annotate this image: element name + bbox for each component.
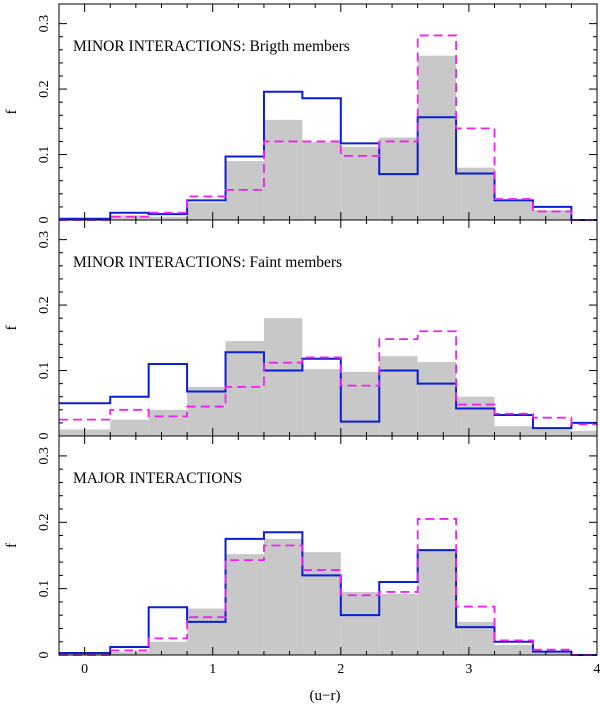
gray-bar — [148, 216, 188, 220]
panel-title: MAJOR INTERACTIONS — [73, 470, 242, 487]
x-tick-label: 2 — [337, 662, 344, 677]
gray-bar — [532, 651, 572, 655]
gray-bar — [263, 119, 303, 220]
x-tick-label: 3 — [465, 662, 472, 677]
gray-bar — [302, 142, 341, 220]
gray-bar — [302, 552, 341, 655]
x-axis-label: (u−r) — [310, 688, 341, 704]
gray-bar — [263, 538, 303, 655]
x-tick-label: 4 — [594, 662, 600, 677]
x-tick-label: 1 — [209, 662, 216, 677]
x-tick-label: 0 — [81, 662, 88, 677]
gray-bar — [148, 409, 188, 436]
gray-bar — [532, 429, 572, 436]
y-axis-label: f — [4, 110, 20, 115]
y-tick-label: 0.1 — [37, 362, 52, 380]
panel-1: 0 0.1 0.2 0.3 f MINOR INTERACTIONS: Brigth me… — [4, 3, 598, 224]
gray-bar — [187, 202, 226, 220]
gray-bar — [494, 645, 533, 655]
gray-bar — [110, 215, 149, 220]
y-tick-label: 0.3 — [37, 231, 52, 249]
gray-bar — [225, 341, 264, 436]
y-tick-label: 0.3 — [37, 447, 52, 465]
blue-solid-step-line — [59, 90, 597, 221]
y-tick-label: 0.1 — [37, 146, 52, 164]
gray-bar — [379, 593, 418, 655]
gray-bar — [494, 201, 533, 220]
magenta-dashed-step-line — [59, 330, 597, 426]
gray-bar — [340, 591, 380, 655]
gray-bar — [148, 641, 188, 655]
gray-bar — [532, 210, 572, 220]
gray-bar — [417, 362, 457, 436]
y-tick-label: 0.2 — [37, 296, 52, 314]
panel-title: MINOR INTERACTIONS: Brigth members — [73, 38, 350, 55]
gray-bar — [340, 371, 380, 436]
panel-2: 0 0.1 0.2 0.3 f MINOR INTERACTIONS: Faint mem… — [4, 219, 598, 440]
gray-bar — [187, 386, 226, 436]
gray-bar — [494, 426, 533, 436]
gray-bar — [110, 419, 149, 436]
y-tick-label: 0 — [37, 652, 52, 659]
gray-bar — [302, 369, 341, 436]
gray-bar — [571, 430, 597, 436]
gray-bar — [225, 554, 264, 655]
gray-bar — [379, 356, 418, 436]
y-tick-label: 0.2 — [37, 514, 52, 532]
gray-bar — [417, 550, 457, 655]
y-tick-label: 0 — [37, 217, 52, 224]
panels-group: 0 0.1 0.2 0.3 f MINOR INTERACTIONS: Brigth me… — [4, 3, 598, 659]
panel-3: 0 0.1 0.2 0.3 f MAJOR INTERACTIONS — [4, 435, 598, 659]
gray-bar — [263, 318, 303, 436]
y-tick-label: 0.2 — [37, 80, 52, 98]
panel-frame — [58, 435, 598, 656]
gray-bar — [187, 608, 226, 655]
gray-bar — [417, 55, 457, 220]
gray-bar — [110, 651, 149, 655]
blue-solid-step-line — [59, 351, 597, 430]
gray-bar — [340, 146, 380, 220]
x-tick-labels: 0 1 2 3 4 — [81, 662, 600, 677]
y-axis-label: f — [4, 543, 20, 548]
gray-bar — [456, 167, 495, 220]
y-tick-label: 0.3 — [37, 15, 52, 33]
y-tick-label: 0.1 — [37, 580, 52, 598]
y-tick-label: 0 — [37, 433, 52, 440]
y-axis-label: f — [4, 326, 20, 331]
gray-bar — [456, 396, 495, 436]
gray-bar — [379, 137, 418, 220]
magenta-dashed-step-line — [59, 518, 597, 656]
panel-title: MINOR INTERACTIONS: Faint members — [73, 254, 342, 271]
